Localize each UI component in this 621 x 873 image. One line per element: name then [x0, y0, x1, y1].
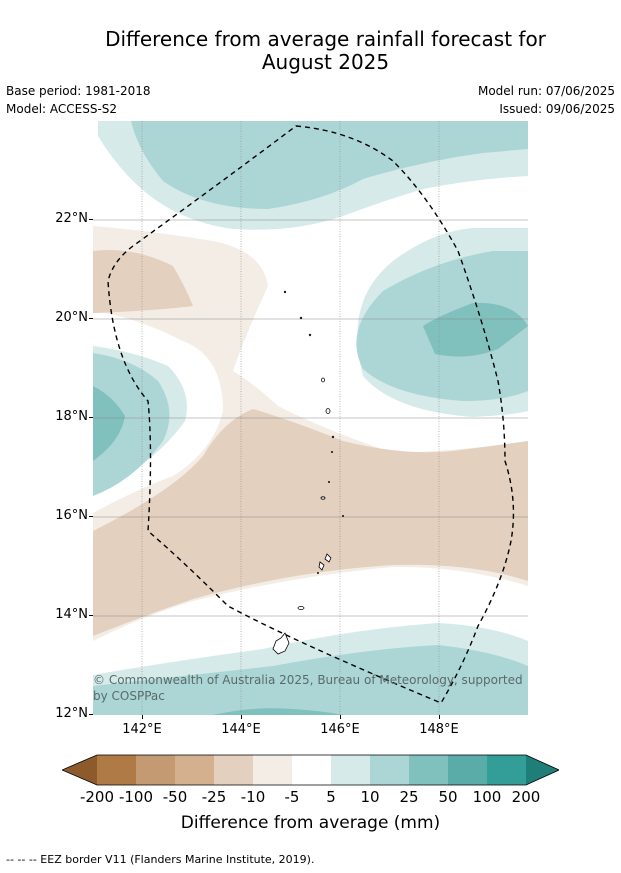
- colorbar-label: -100: [118, 788, 154, 806]
- colorbar-label: -200: [79, 788, 115, 806]
- y-tick: [89, 516, 93, 517]
- colorbar-label: -50: [162, 788, 188, 806]
- wet-zone-south-inner: [93, 645, 528, 715]
- islands: [272, 290, 344, 655]
- wet-zone-north-inner: [131, 121, 528, 209]
- x-tick-label: 144°E: [221, 722, 261, 737]
- meta-left: Base period: 1981-2018 Model: ACCESS-S2: [6, 82, 151, 118]
- colorbar-label: 5: [326, 788, 336, 806]
- colorbar-label: 25: [399, 788, 419, 806]
- y-tick: [89, 615, 93, 616]
- colorbar: [60, 754, 560, 786]
- colorbar-swatch: [214, 755, 253, 785]
- wet-zone-south-core: [213, 708, 343, 715]
- gridlines: [93, 121, 528, 715]
- y-tick-label: 22°N: [55, 211, 88, 226]
- dry-zone-tan-northwest: [93, 250, 193, 313]
- x-tick-label: 142°E: [122, 722, 162, 737]
- dry-zone-tan-central: [93, 409, 528, 636]
- y-tick-label: 20°N: [55, 310, 88, 325]
- map-title: Difference from average rainfall forecas…: [0, 28, 621, 74]
- colorbar-swatch: [370, 755, 409, 785]
- colorbar-swatch: [136, 755, 175, 785]
- colorbar-swatch: [448, 755, 487, 785]
- x-tick-label: 146°E: [320, 722, 360, 737]
- eez-border: [107, 125, 515, 704]
- rainfall-map: [93, 121, 528, 715]
- colorbar-label: -25: [201, 788, 227, 806]
- y-tick-label: 14°N: [55, 607, 88, 622]
- colorbar-swatch: [175, 755, 214, 785]
- y-tick-label: 16°N: [55, 508, 88, 523]
- x-tick-label: 148°E: [419, 722, 459, 737]
- wet-zone-east-core: [423, 302, 528, 357]
- colorbar-swatch: [409, 755, 448, 785]
- x-tick: [340, 715, 341, 719]
- y-tick: [89, 318, 93, 319]
- model-name: Model: ACCESS-S2: [6, 102, 118, 116]
- colorbar-title: Difference from average (mm): [180, 813, 441, 833]
- colorbar-label: 10: [360, 788, 380, 806]
- y-tick-label: 18°N: [55, 409, 88, 424]
- colorbar-label: -5: [284, 788, 300, 806]
- colorbar-swatch: [97, 755, 136, 785]
- colorbar-extend-low: [62, 755, 97, 785]
- wet-zone-west-core: [93, 386, 125, 461]
- colorbar-label: -10: [240, 788, 266, 806]
- copyright-notice: © Commonwealth of Australia 2025, Bureau…: [93, 673, 523, 703]
- colorbar-label: 100: [472, 788, 502, 806]
- x-tick: [142, 715, 143, 719]
- wet-zone-west-inner: [93, 353, 170, 496]
- map-panel: [93, 121, 528, 715]
- model-run: Model run: 07/06/2025: [477, 84, 615, 98]
- x-tick: [439, 715, 440, 719]
- x-tick: [241, 715, 242, 719]
- colorbar-swatch: [292, 755, 331, 785]
- title-line-2: August 2025: [261, 50, 390, 74]
- eez-footnote: -- -- -- EEZ border V11 (Flanders Marine…: [6, 853, 315, 866]
- colorbar-swatch: [487, 755, 526, 785]
- colorbar-extend-high: [526, 755, 559, 785]
- colorbar-label: 50: [438, 788, 458, 806]
- y-tick: [89, 417, 93, 418]
- colorbar-swatches: [60, 754, 560, 786]
- colorbar-label: 200: [511, 788, 541, 806]
- base-period: Base period: 1981-2018: [6, 84, 151, 98]
- issued-date: Issued: 09/06/2025: [499, 102, 615, 116]
- y-tick: [89, 714, 93, 715]
- meta-right: Model run: 07/06/2025 Issued: 09/06/2025: [478, 82, 615, 118]
- y-tick: [89, 219, 93, 220]
- title-line-1: Difference from average rainfall forecas…: [105, 27, 546, 51]
- y-tick-label: 12°N: [55, 706, 88, 721]
- colorbar-swatch: [253, 755, 292, 785]
- colorbar-swatch: [331, 755, 370, 785]
